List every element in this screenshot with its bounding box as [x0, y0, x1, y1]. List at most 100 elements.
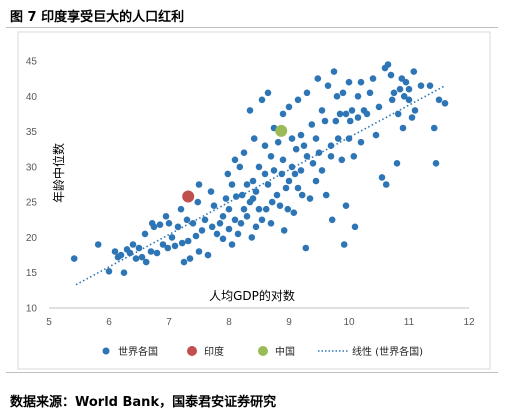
world-point	[410, 68, 418, 75]
world-point	[165, 220, 173, 227]
x-tick-label: 6	[106, 317, 112, 328]
world-point	[240, 205, 248, 213]
world-point	[432, 160, 440, 167]
legend-marker-india	[187, 346, 197, 356]
world-point	[195, 248, 203, 255]
world-point	[290, 209, 298, 216]
world-point	[159, 241, 167, 248]
world-point	[375, 103, 383, 111]
world-point	[306, 195, 314, 202]
world-point	[372, 131, 380, 139]
world-point	[274, 138, 282, 146]
world-point	[435, 96, 443, 104]
world-point	[237, 220, 245, 227]
world-point	[405, 96, 413, 104]
world-point	[318, 167, 326, 174]
world-point	[261, 170, 269, 178]
world-point	[183, 216, 191, 224]
world-point	[314, 75, 322, 82]
world-point	[309, 160, 317, 167]
source-divider	[6, 372, 498, 373]
world-point	[238, 191, 246, 199]
world-point	[255, 163, 263, 171]
world-point	[408, 114, 416, 121]
world-point	[354, 93, 362, 100]
world-point	[348, 107, 356, 114]
world-point	[216, 220, 224, 227]
world-point	[400, 93, 408, 100]
world-point	[303, 153, 311, 160]
world-point	[378, 174, 386, 181]
india-point	[182, 190, 195, 203]
world-point	[399, 124, 407, 132]
world-point	[405, 85, 413, 93]
world-point	[417, 82, 425, 89]
world-point	[354, 114, 362, 121]
world-point	[288, 163, 296, 171]
world-point	[267, 153, 275, 160]
world-point	[150, 223, 158, 231]
world-point	[261, 142, 269, 149]
world-point	[300, 142, 308, 149]
source-note: 数据来源：World Bank，国泰君安证券研究	[10, 395, 277, 410]
world-point	[178, 239, 186, 247]
world-point	[298, 191, 306, 199]
y-tick-label: 30	[26, 162, 38, 173]
world-point	[267, 220, 275, 227]
scatter-chart: 10 15 20 25 30 35 40 45 5 6 7 8 9 10 11 12 年龄中位数 人均GDP…	[17, 31, 491, 370]
world-point	[224, 170, 232, 178]
world-point	[168, 234, 176, 241]
world-point	[334, 135, 342, 142]
y-tick-label: 25	[26, 198, 38, 209]
world-point	[291, 170, 299, 178]
world-point	[357, 78, 365, 86]
world-point	[333, 93, 341, 100]
x-tick-label: 11	[404, 317, 415, 328]
world-point	[248, 234, 256, 241]
world-point	[94, 241, 102, 248]
world-point	[430, 124, 438, 132]
legend-label-china: 中国	[275, 345, 295, 358]
y-tick-label: 10	[26, 304, 38, 315]
world-point	[336, 110, 344, 118]
world-point	[346, 117, 354, 125]
world-point	[174, 223, 182, 231]
world-point	[249, 177, 257, 185]
world-point	[312, 177, 320, 185]
world-point	[258, 216, 266, 224]
world-point	[270, 167, 278, 174]
title-divider	[6, 27, 498, 28]
world-point	[273, 191, 281, 199]
world-point	[231, 216, 239, 224]
world-point	[328, 216, 336, 224]
trendline	[75, 84, 446, 286]
world-point	[284, 205, 292, 213]
world-point	[219, 213, 227, 220]
x-axis-ticks: 5 6 7 8 9 10 11 12	[46, 317, 475, 328]
world-point	[246, 107, 254, 114]
world-point	[234, 230, 242, 238]
world-point	[382, 181, 390, 188]
china-point	[275, 124, 288, 137]
world-point	[394, 110, 402, 118]
world-point	[120, 269, 128, 277]
world-point	[339, 89, 347, 97]
legend-marker-world	[102, 347, 110, 355]
y-tick-label: 15	[26, 268, 38, 279]
world-point	[252, 188, 260, 195]
world-point	[369, 75, 377, 82]
world-point	[262, 205, 270, 213]
world-point	[264, 89, 272, 97]
world-point	[186, 255, 194, 262]
world-point	[390, 89, 398, 97]
world-point	[132, 255, 140, 262]
world-point	[411, 107, 419, 114]
world-point	[142, 258, 150, 266]
world-point	[340, 241, 348, 248]
data-points	[70, 61, 449, 277]
world-point	[232, 193, 240, 200]
world-point	[228, 181, 236, 188]
world-point	[189, 220, 197, 227]
world-point	[366, 89, 374, 97]
legend-marker-china	[258, 346, 268, 356]
